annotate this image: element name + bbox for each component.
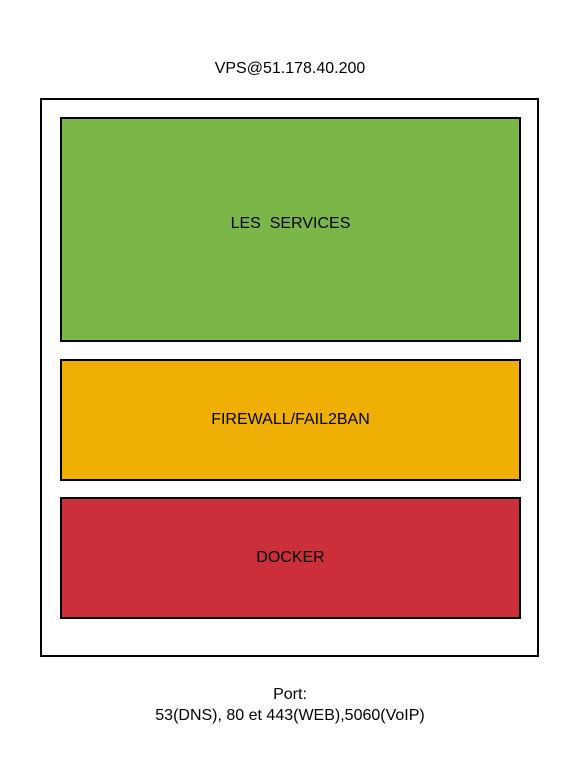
ports-caption: Port: 53(DNS), 80 et 443(WEB),5060(VoIP) [0,684,580,726]
services-layer: LES SERVICES [60,117,521,342]
vps-title: VPS@51.178.40.200 [214,60,366,77]
ports-caption-heading: Port: [273,686,307,703]
docker-layer: DOCKER [60,497,521,619]
services-layer-label: LES SERVICES [230,215,351,232]
ports-caption-list: 53(DNS), 80 et 443(WEB),5060(VoIP) [155,707,425,724]
docker-layer-label: DOCKER [256,549,325,566]
firewall-layer-label: FIREWALL/FAIL2BAN [211,411,370,428]
firewall-layer: FIREWALL/FAIL2BAN [60,359,521,481]
